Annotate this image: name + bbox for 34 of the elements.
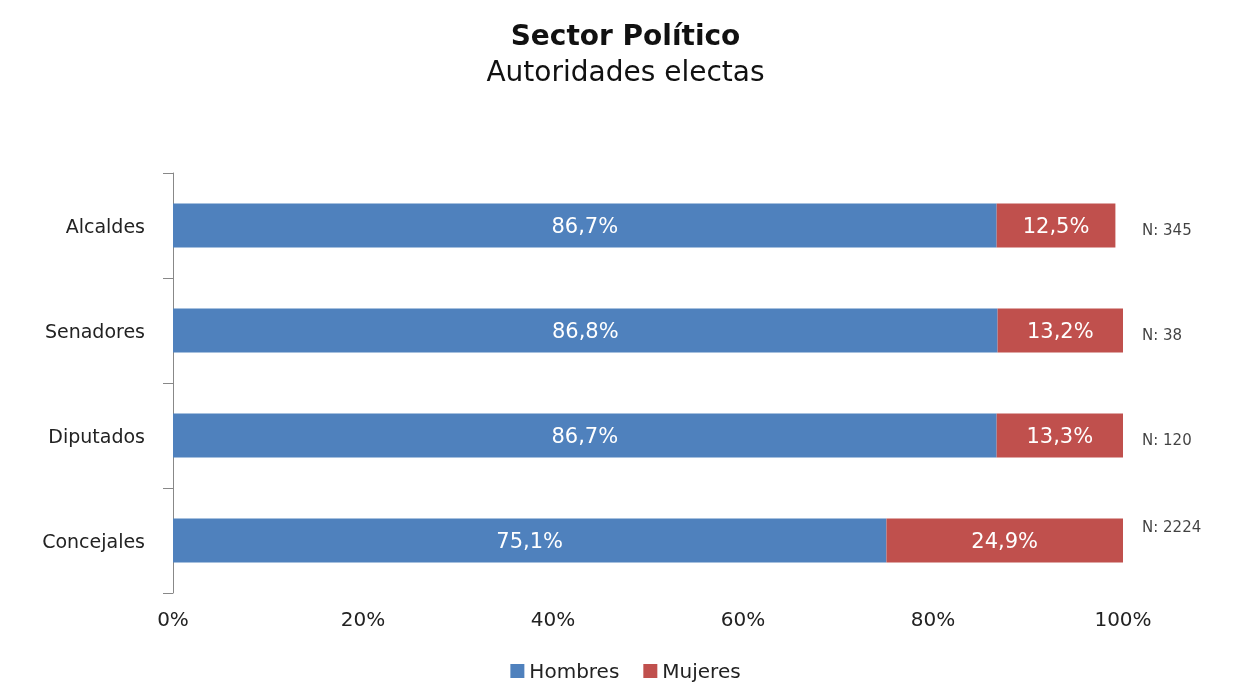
- bar: [173, 518, 887, 563]
- bar: [173, 308, 998, 353]
- x-tick-label: 100%: [1094, 607, 1152, 631]
- y-tick-label: Senadores: [44, 319, 145, 342]
- bar: [173, 413, 997, 458]
- chart-title: Sector Político: [510, 18, 741, 52]
- data-label: 13,3%: [1026, 423, 1094, 448]
- chart-subtitle: Autoridades electas: [486, 54, 765, 88]
- data-label: 86,7%: [551, 423, 619, 448]
- x-tick-label: 0%: [157, 607, 189, 631]
- text: N: 2224: [1142, 517, 1202, 536]
- legend-label: Hombres: [529, 659, 620, 683]
- x-tick-label: 20%: [340, 607, 386, 631]
- x-tick-label: 40%: [530, 607, 576, 631]
- y-tick-label: Concejales: [42, 529, 145, 552]
- data-label: 24,9%: [971, 528, 1039, 553]
- data-label: 86,8%: [551, 318, 619, 343]
- x-tick-label: 60%: [720, 607, 766, 631]
- bar: [996, 203, 1116, 248]
- y-tick-label: Diputados: [48, 424, 145, 447]
- bar: [173, 203, 997, 248]
- text: N: 120: [1142, 430, 1192, 449]
- text: N: 345: [1142, 220, 1192, 239]
- data-label: 75,1%: [496, 528, 564, 553]
- data-label: 86,7%: [551, 213, 619, 238]
- y-tick-label: Alcaldes: [65, 214, 145, 237]
- text: N: 38: [1142, 325, 1183, 344]
- data-label: 12,5%: [1022, 213, 1090, 238]
- bar: [886, 518, 1123, 563]
- bar: [996, 413, 1123, 458]
- legend-label: Mujeres: [662, 659, 741, 683]
- bar: [997, 308, 1123, 353]
- x-tick-label: 80%: [910, 607, 956, 631]
- data-label: 13,2%: [1026, 318, 1094, 343]
